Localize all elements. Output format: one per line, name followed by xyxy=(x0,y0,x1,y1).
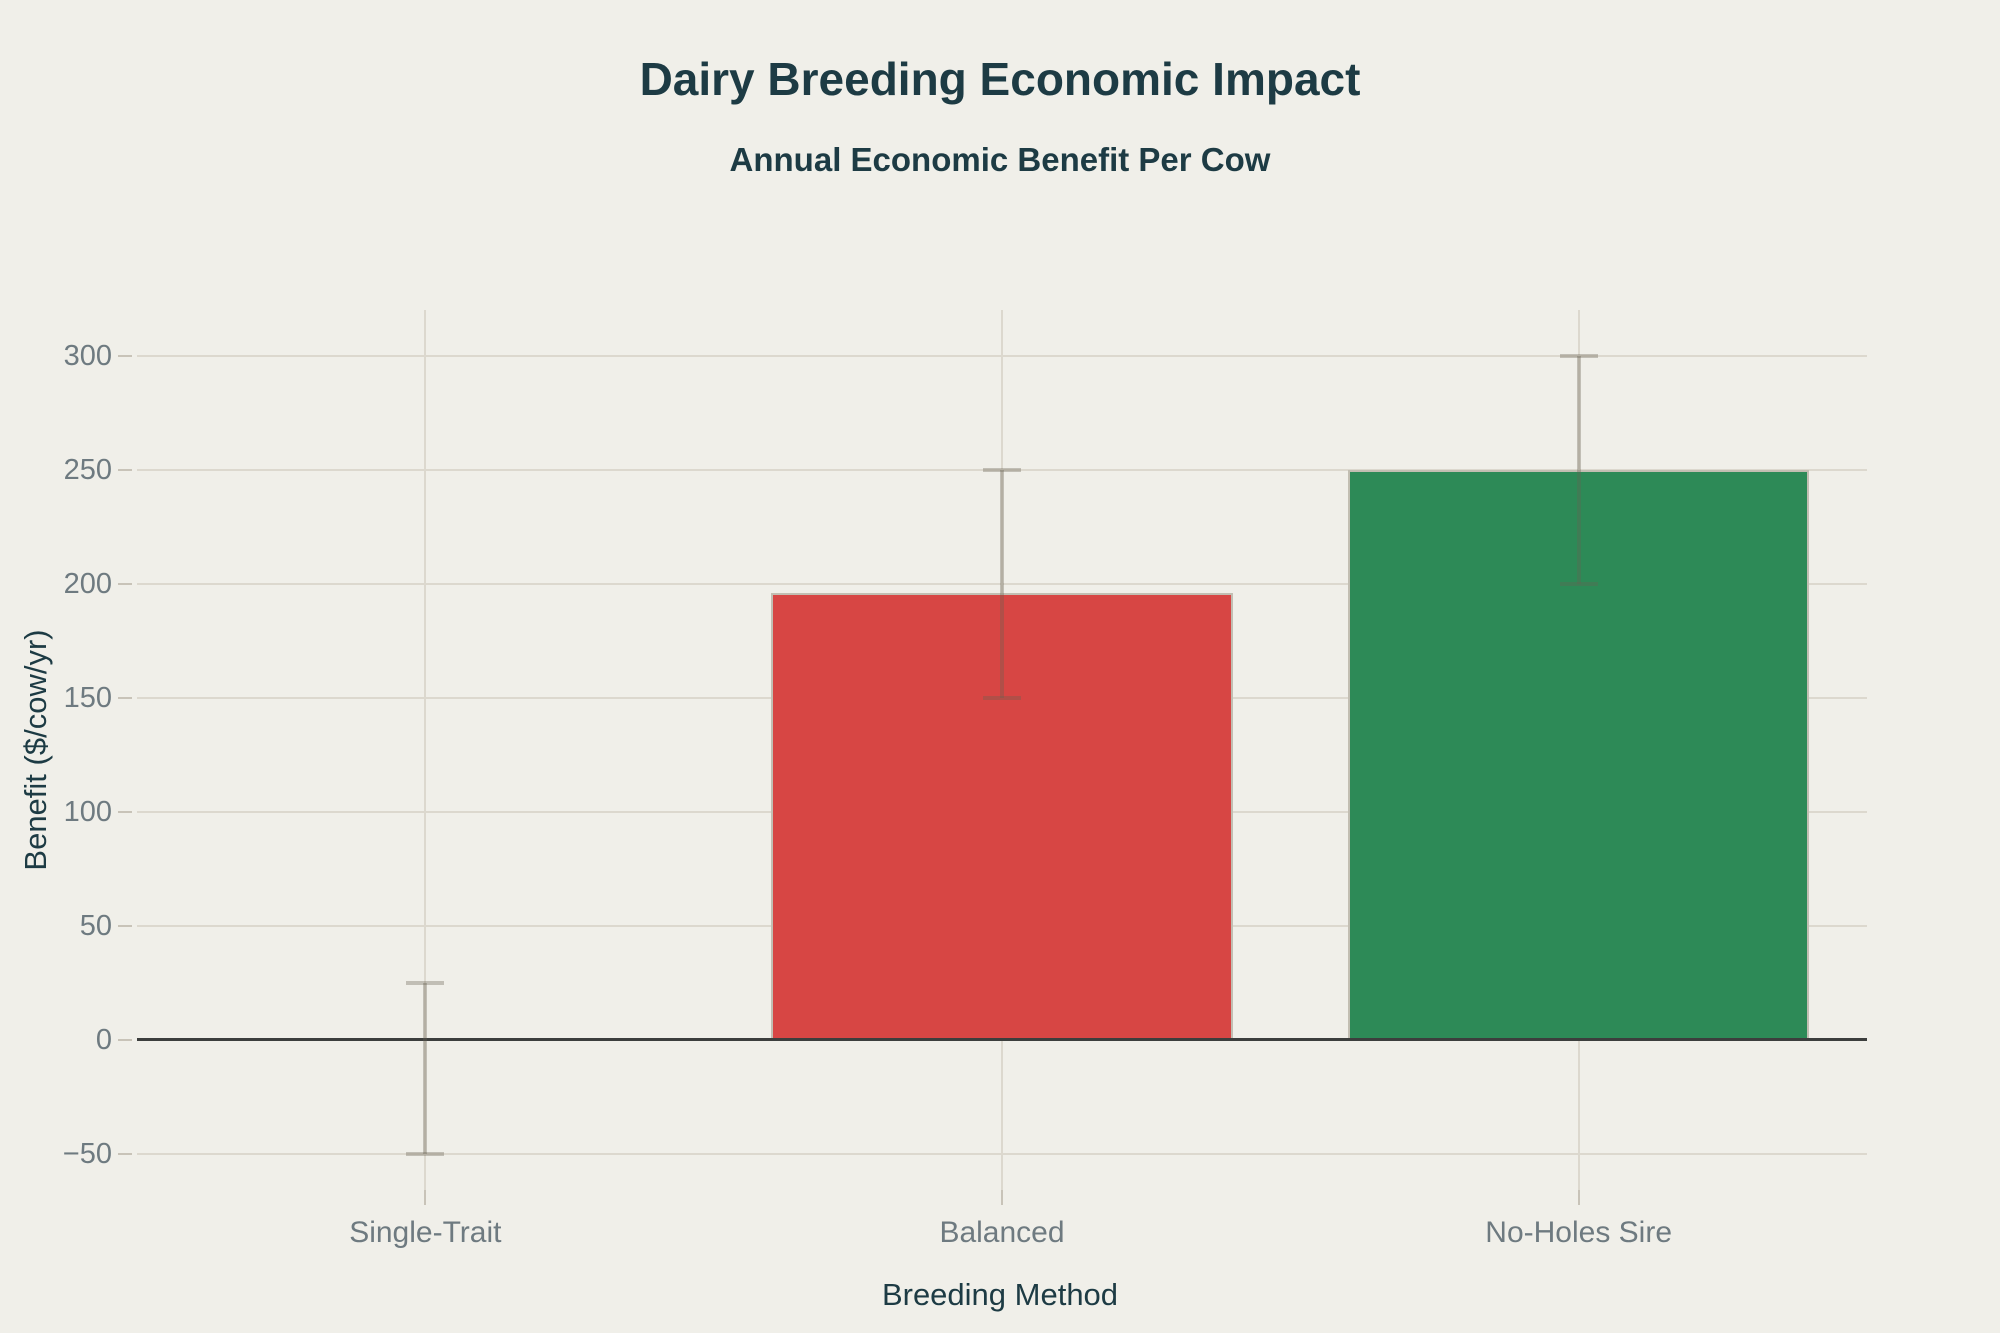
y-tick-mark xyxy=(118,354,132,357)
y-tick-label: 200 xyxy=(63,567,112,600)
error-bar xyxy=(423,982,428,1154)
x-tick-label: Single-Trait xyxy=(349,1216,502,1249)
y-tick-label: 100 xyxy=(63,795,112,828)
y-tick-mark xyxy=(118,924,132,927)
y-tick-label: 300 xyxy=(63,339,112,372)
zero-axis-line xyxy=(137,1038,1867,1042)
error-bar-cap-top xyxy=(1559,353,1598,358)
x-tick-mark xyxy=(1577,1190,1580,1205)
x-axis-title: Breeding Method xyxy=(881,1277,1119,1312)
y-tick-mark xyxy=(118,810,132,813)
error-bar-cap-bottom xyxy=(983,695,1021,700)
y-tick-mark xyxy=(118,1152,132,1155)
y-tick-label: 250 xyxy=(63,453,112,486)
y-tick-label: 50 xyxy=(79,909,112,942)
y-tick-label: −50 xyxy=(62,1137,112,1170)
x-tick-label: Balanced xyxy=(939,1216,1065,1249)
y-tick-label: 0 xyxy=(95,1023,112,1056)
y-tick-mark xyxy=(118,582,132,585)
error-bar-cap-bottom xyxy=(1559,581,1598,586)
x-tick-mark xyxy=(424,1190,427,1205)
error-bar xyxy=(1000,469,1004,698)
y-tick-mark xyxy=(118,468,132,471)
x-gridline xyxy=(424,310,427,1190)
bar xyxy=(771,592,1233,1040)
error-bar-cap-bottom xyxy=(406,1151,445,1156)
error-bar-cap-top xyxy=(406,980,445,985)
bar xyxy=(1348,469,1810,1040)
chart-title: Dairy Breeding Economic Impact xyxy=(639,53,1361,105)
y-tick-label: 150 xyxy=(63,681,112,714)
x-tick-label: No-Holes Sire xyxy=(1485,1216,1673,1249)
y-axis-title: Benefit ($/cow/yr) xyxy=(18,629,53,871)
y-tick-mark xyxy=(118,1038,132,1041)
chart-subtitle: Annual Economic Benefit Per Cow xyxy=(729,141,1271,178)
x-tick-mark xyxy=(1001,1190,1003,1205)
error-bar xyxy=(1576,355,1581,584)
error-bar-cap-top xyxy=(983,467,1021,472)
y-tick-mark xyxy=(118,696,132,699)
